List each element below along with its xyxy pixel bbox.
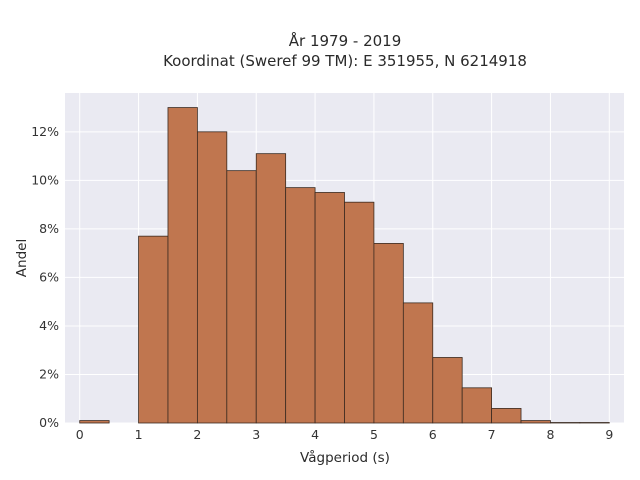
y-tick-label: 8% (39, 221, 59, 236)
x-tick-label: 6 (429, 427, 437, 442)
histogram-bar (196, 131, 228, 424)
histogram-bar (79, 420, 110, 424)
y-tick-label: 10% (31, 172, 59, 187)
y-tick-label: 4% (39, 318, 59, 333)
chart-title-line-1: År 1979 - 2019 (289, 31, 402, 50)
x-tick-label: 1 (135, 427, 143, 442)
x-axis-label: Vågperiod (s) (300, 449, 390, 466)
y-tick-label: 2% (39, 366, 59, 381)
histogram-bar (461, 387, 493, 424)
y-tick-label: 12% (31, 124, 59, 139)
x-axis-ticks: 0 1 2 3 4 5 6 7 8 9 (76, 427, 614, 442)
x-tick-label: 0 (76, 427, 84, 442)
x-tick-label: 4 (311, 427, 319, 442)
histogram-bar (402, 302, 434, 424)
histogram-bar (226, 170, 257, 424)
bars (79, 107, 610, 424)
histogram-bar (138, 235, 169, 424)
x-tick-label: 2 (193, 427, 201, 442)
histogram-bar (314, 192, 345, 424)
histogram-bar (344, 201, 375, 424)
histogram-bar (167, 107, 198, 424)
histogram-bar (520, 420, 551, 424)
histogram-bar (255, 153, 287, 424)
x-tick-label: 7 (488, 427, 496, 442)
x-tick-label: 5 (370, 427, 378, 442)
histogram-bar (491, 408, 522, 424)
x-tick-label: 8 (546, 427, 554, 442)
chart-title-line-2: Koordinat (Sweref 99 TM): E 351955, N 62… (163, 52, 527, 70)
histogram-bar (285, 187, 316, 424)
histogram-bar (432, 357, 463, 424)
x-tick-label: 9 (605, 427, 613, 442)
y-axis-ticks: 0% 2% 4% 6% 8% 10% 12% (31, 124, 59, 430)
y-tick-label: 6% (39, 269, 59, 284)
histogram-bar (373, 243, 404, 424)
y-tick-label: 0% (39, 415, 59, 430)
x-tick-label: 3 (252, 427, 260, 442)
y-axis-label: Andel (14, 239, 30, 277)
